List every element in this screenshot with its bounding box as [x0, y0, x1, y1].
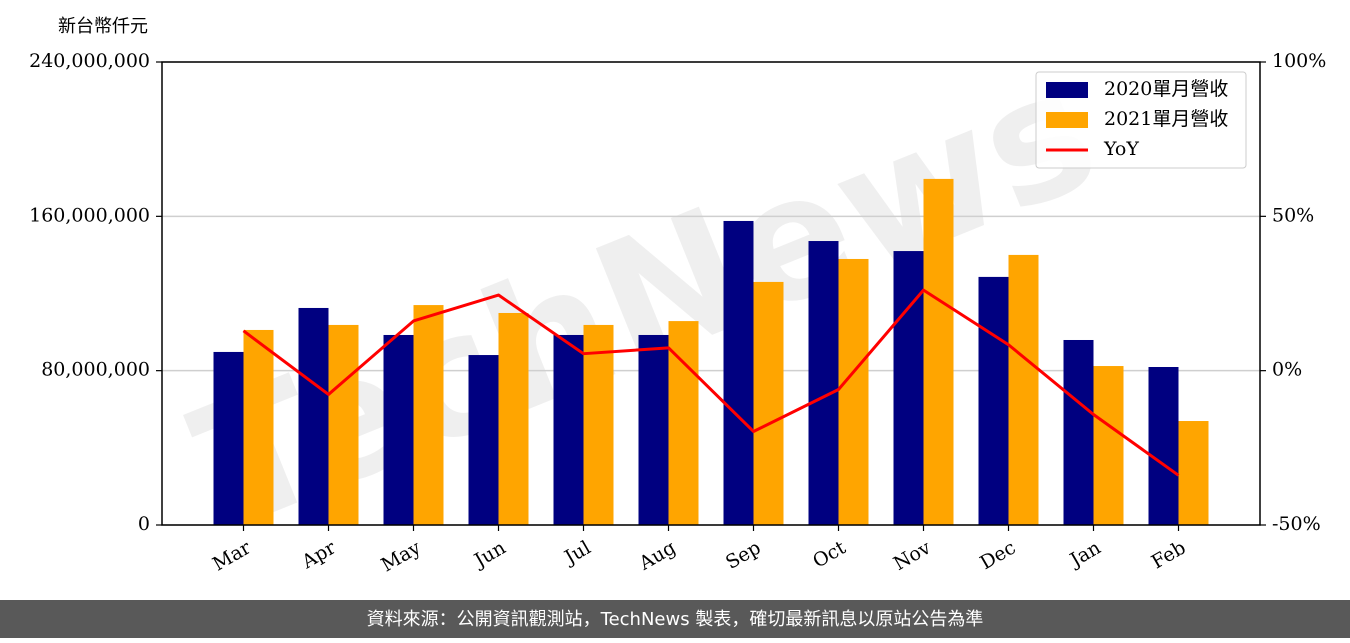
- x-tick-label: Jun: [469, 537, 510, 573]
- legend-swatch: [1046, 82, 1088, 98]
- bar: [553, 334, 584, 525]
- bar: [583, 324, 614, 525]
- bar: [923, 178, 954, 525]
- bar: [413, 305, 444, 525]
- bar: [328, 324, 359, 525]
- y2-tick-label: 50%: [1272, 204, 1314, 226]
- bar: [383, 334, 414, 525]
- y-tick-label: 160,000,000: [29, 204, 150, 226]
- bar: [298, 307, 329, 525]
- footer-text: 資料來源：公開資訊觀測站，TechNews 製表，確切最新訊息以原站公告為準: [367, 609, 984, 630]
- x-tick-label: Dec: [976, 537, 1019, 575]
- bar: [1178, 421, 1209, 525]
- x-tick-label: Feb: [1148, 537, 1190, 574]
- y2-tick-label: -50%: [1272, 513, 1321, 535]
- legend-label: 2020單月營收: [1104, 78, 1228, 100]
- bar: [468, 355, 499, 525]
- legend-box: [1035, 71, 1247, 169]
- x-tick-label: Nov: [890, 536, 935, 575]
- bar: [723, 220, 754, 526]
- x-tick-label: Jan: [1065, 537, 1105, 573]
- legend-label: 2021單月營收: [1104, 108, 1228, 130]
- bar: [1063, 339, 1094, 525]
- bar: [498, 312, 529, 525]
- bar: [638, 334, 669, 525]
- line: [242, 288, 1180, 477]
- y-axis-label: 新台幣仟元: [58, 16, 148, 37]
- legend-label: YoY: [1103, 138, 1139, 160]
- x-tick-label: Aug: [635, 537, 680, 576]
- y-tick-label: 240,000,000: [29, 50, 150, 72]
- bar: [753, 281, 784, 525]
- x-tick-label: May: [378, 536, 425, 576]
- x-tick-label: Sep: [722, 537, 765, 574]
- bar: [1093, 366, 1124, 525]
- bar: [243, 329, 274, 525]
- footer-bar: [0, 600, 1350, 638]
- x-tick-label: Oct: [809, 536, 850, 572]
- bar: [978, 276, 1009, 525]
- legend-swatch: [1046, 112, 1088, 128]
- bar: [213, 351, 244, 525]
- bar: [838, 258, 869, 525]
- y2-tick-label: 0%: [1272, 359, 1302, 381]
- y-tick-label: 0: [138, 513, 150, 535]
- y2-tick-label: 100%: [1272, 50, 1326, 72]
- bar: [1008, 254, 1039, 525]
- y-tick-label: 80,000,000: [41, 359, 150, 381]
- bar: [668, 321, 699, 525]
- bar: [1148, 367, 1179, 525]
- bar: [893, 251, 924, 525]
- x-tick-label: Jul: [559, 537, 594, 570]
- plot-frame: [161, 61, 1261, 526]
- bar: [808, 241, 839, 525]
